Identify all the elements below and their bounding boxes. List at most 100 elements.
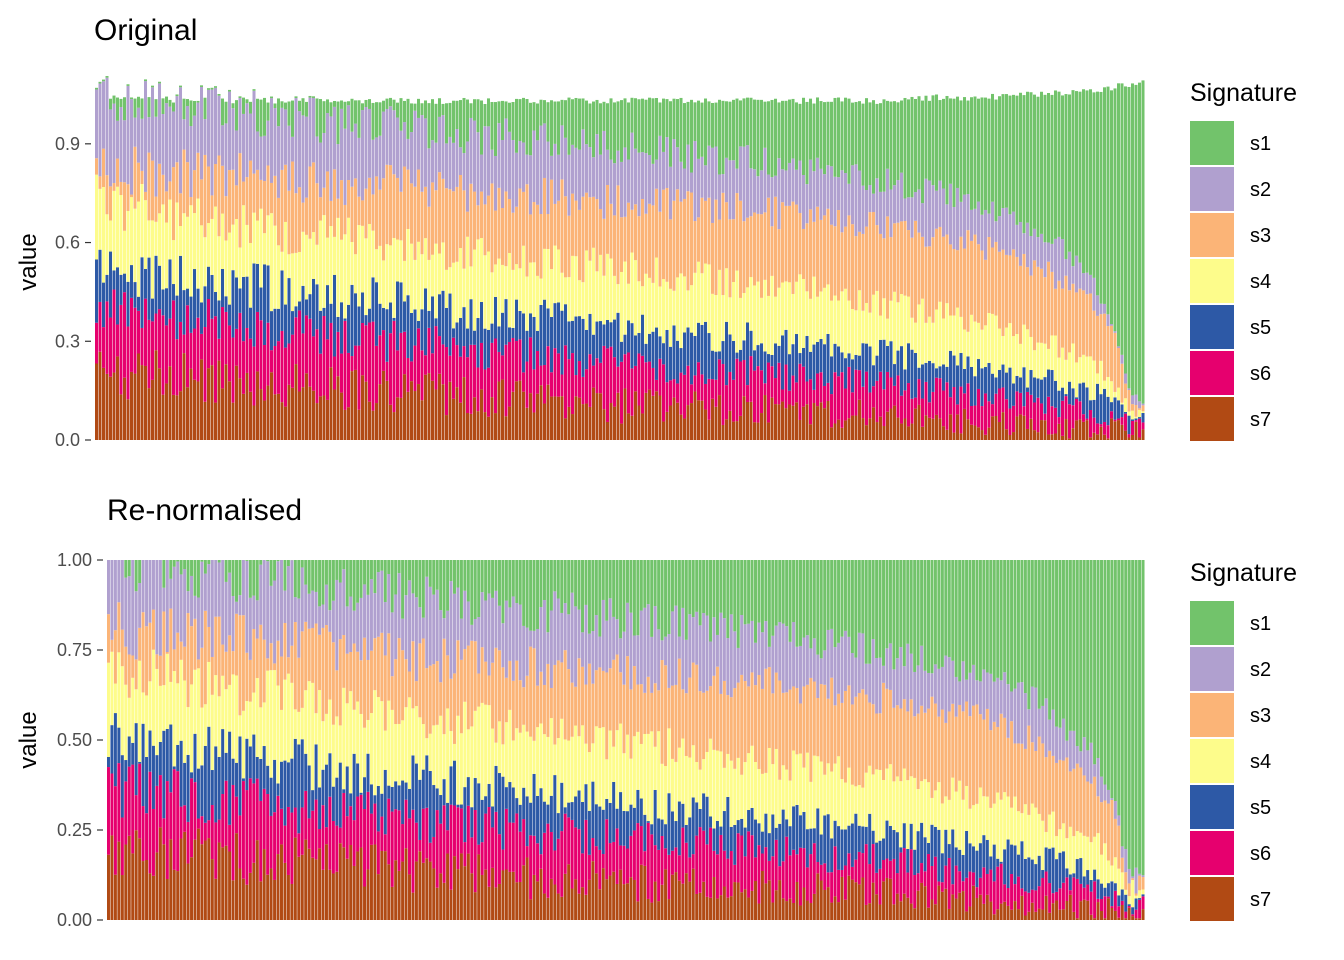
- bar-segment-s2: [947, 657, 951, 712]
- bar-segment-s2: [900, 172, 904, 222]
- bar-segment-s1: [453, 560, 456, 594]
- bar-segment-s6: [917, 379, 921, 405]
- bar-segment-s2: [418, 607, 422, 644]
- bar-segment-s5: [515, 798, 519, 814]
- bar-segment-s1: [304, 560, 308, 585]
- bar-segment-s1: [1041, 560, 1045, 706]
- bar-segment-s1: [882, 560, 886, 666]
- bar-segment-s6: [217, 819, 221, 843]
- bar-segment-s6: [1092, 417, 1096, 433]
- bar-segment-s2: [670, 611, 674, 686]
- bar-segment-s7: [626, 883, 629, 920]
- bar-segment-s4: [483, 255, 487, 329]
- bar-segment-s5: [924, 362, 928, 382]
- bar-segment-s3: [228, 635, 232, 685]
- bar-segment-s2: [930, 673, 934, 697]
- bar-segment-s1: [418, 560, 422, 608]
- bar-segment-s5: [110, 725, 114, 774]
- bar-segment-s2: [359, 597, 363, 661]
- bar-segment-s2: [511, 140, 515, 213]
- bar-segment-s7: [763, 395, 767, 440]
- bar-segment-s6: [698, 827, 702, 893]
- bar-segment-s6: [753, 370, 757, 423]
- bar-segment-s1: [961, 560, 965, 662]
- bar-segment-s5: [826, 814, 830, 873]
- bar-segment-s5: [690, 332, 694, 385]
- bar-segment-s1: [1089, 560, 1093, 743]
- bar-segment-s5: [591, 781, 595, 838]
- bar-segment-s7: [165, 383, 169, 440]
- bar-segment-s3: [1089, 783, 1093, 843]
- bar-segment-s1: [660, 560, 664, 641]
- bar-segment-s2: [445, 143, 449, 189]
- bar-segment-s4: [1089, 356, 1093, 401]
- bar-segment-s3: [648, 203, 652, 278]
- bar-segment-s6: [599, 362, 603, 394]
- bar-segment-s6: [235, 796, 238, 834]
- bar-segment-s4: [373, 690, 377, 796]
- bar-segment-s5: [1093, 869, 1097, 882]
- bar-segment-s4: [515, 728, 519, 799]
- bar-segment-s4: [1113, 857, 1117, 884]
- bar-segment-s2: [328, 610, 332, 632]
- bar-segment-s2: [788, 641, 792, 690]
- bar-segment-s4: [626, 734, 629, 812]
- bar-segment-s2: [909, 653, 913, 700]
- bar-segment-s6: [315, 329, 319, 404]
- bar-segment-s5: [812, 344, 816, 390]
- bar-segment-s7: [882, 881, 886, 920]
- bar-segment-s2: [798, 160, 802, 214]
- bar-segment-s1: [753, 99, 757, 170]
- bar-segment-s2: [791, 158, 795, 202]
- bar-segment-s4: [564, 277, 568, 305]
- bar-segment-s4: [1033, 350, 1037, 378]
- bar-segment-s6: [705, 844, 709, 897]
- bar-segment-s3: [293, 622, 297, 710]
- bar-segment-s1: [168, 99, 172, 107]
- bar-segment-s3: [333, 169, 337, 237]
- bar-segment-s4: [709, 738, 713, 817]
- bar-segment-s1: [342, 560, 346, 570]
- bar-segment-s7: [650, 902, 654, 920]
- bar-segment-s1: [366, 560, 370, 595]
- bar-segment-s2: [102, 81, 106, 149]
- bar-segment-s7: [802, 406, 806, 440]
- bar-segment-s6: [228, 824, 232, 852]
- bar-segment-s7: [350, 371, 354, 440]
- bar-segment-s6: [875, 380, 879, 423]
- bar-segment-s2: [795, 646, 799, 688]
- bar-segment-s2: [1041, 705, 1045, 744]
- bar-segment-s4: [553, 245, 557, 304]
- bar-segment-s7: [963, 408, 967, 440]
- bar-segment-s2: [518, 141, 522, 189]
- bar-segment-s1: [1092, 92, 1096, 278]
- bar-segment-s4: [190, 684, 194, 773]
- bar-segment-s2: [280, 560, 283, 657]
- bar-segment-s4: [1064, 359, 1068, 395]
- bar-segment-s1: [231, 103, 235, 109]
- bar-segment-s6: [958, 871, 962, 893]
- bar-segment-s3: [147, 152, 151, 221]
- bar-segment-s5: [238, 288, 242, 313]
- bar-segment-s6: [169, 792, 173, 840]
- panel-original: Original value 0.00.30.60.9 Signature s1…: [15, 14, 1297, 450]
- bar-segment-s3: [1061, 288, 1065, 348]
- bar-segment-s6: [477, 844, 481, 855]
- bar-segment-s2: [193, 115, 197, 171]
- bar-segment-s7: [664, 869, 668, 920]
- bar-segment-s4: [1065, 838, 1069, 869]
- bar-segment-s2: [878, 657, 882, 714]
- bar-segment-s3: [179, 193, 183, 227]
- bar-segment-s7: [1117, 917, 1121, 920]
- bar-segment-s4: [438, 253, 442, 295]
- bar-segment-s7: [307, 848, 311, 920]
- bar-segment-s3: [522, 687, 526, 725]
- bar-segment-s6: [406, 357, 410, 392]
- bar-segment-s1: [632, 560, 636, 636]
- bar-segment-s3: [711, 222, 715, 294]
- bar-segment-s3: [799, 703, 802, 754]
- bar-segment-s7: [639, 864, 643, 920]
- bar-segment-s3: [837, 693, 841, 757]
- bar-segment-s5: [868, 346, 872, 393]
- bar-segment-s6: [148, 771, 152, 874]
